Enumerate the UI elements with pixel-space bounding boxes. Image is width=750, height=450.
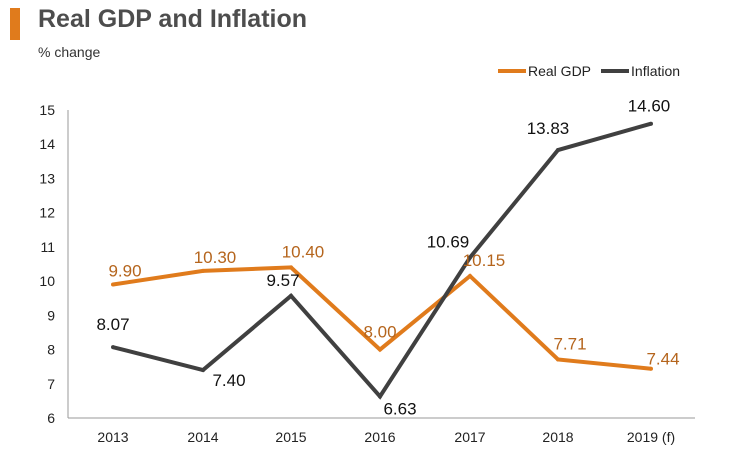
y-tick-label: 6 [47, 410, 55, 426]
y-tick-label: 9 [47, 307, 55, 323]
legend-swatch-real-gdp [498, 69, 526, 73]
data-label-inflation: 6.63 [383, 399, 416, 418]
x-tick-label: 2019 (f) [627, 429, 675, 445]
data-label-inflation: 10.69 [427, 232, 470, 251]
x-tick-label: 2017 [454, 429, 485, 445]
y-tick-label: 7 [47, 376, 55, 392]
data-point-real-gdp [201, 268, 205, 273]
data-point-inflation [378, 394, 382, 399]
y-tick-label: 14 [39, 136, 55, 152]
data-point-inflation [111, 345, 115, 350]
data-point-real-gdp [468, 273, 472, 278]
data-point-real-gdp [649, 366, 653, 371]
series-line-real-gdp [112, 265, 652, 371]
data-label-real-gdp: 8.00 [363, 323, 396, 342]
data-point-real-gdp [378, 347, 382, 352]
legend-swatch-inflation [601, 69, 630, 73]
data-point-real-gdp [111, 282, 115, 287]
legend-label-inflation: Inflation [631, 63, 681, 79]
y-tick-label: 15 [39, 102, 55, 118]
data-label-real-gdp: 7.71 [553, 334, 586, 353]
data-label-real-gdp: 10.15 [463, 251, 506, 270]
data-point-real-gdp [289, 265, 293, 270]
x-tick-label: 2013 [97, 429, 128, 445]
data-label-inflation: 14.60 [628, 97, 671, 116]
x-tick-label: 2015 [275, 429, 306, 445]
y-tick-label: 8 [47, 342, 55, 358]
x-tick-label: 2018 [542, 429, 573, 445]
y-tick-label: 12 [39, 205, 55, 221]
data-label-real-gdp: 10.30 [194, 248, 237, 267]
chart-title: Real GDP and Inflation [38, 5, 308, 33]
data-point-inflation [201, 368, 205, 373]
data-label-inflation: 9.57 [266, 271, 299, 290]
x-tick-label: 2016 [364, 429, 395, 445]
data-label-inflation: 7.40 [212, 371, 245, 390]
data-point-inflation [289, 293, 293, 298]
x-tick-label: 2014 [187, 429, 218, 445]
title-accent-bar [10, 8, 20, 40]
data-label-inflation: 13.83 [527, 119, 570, 138]
y-tick-label: 13 [39, 170, 55, 186]
legend-item-real-gdp[interactable]: Real GDP [498, 63, 591, 79]
y-tick-label: 11 [40, 239, 55, 255]
data-label-inflation: 8.07 [96, 315, 129, 334]
legend: Real GDP Inflation [498, 62, 680, 80]
data-point-inflation [649, 121, 653, 126]
data-point-inflation [468, 255, 472, 260]
y-tick-label: 10 [39, 273, 55, 289]
data-point-real-gdp [556, 357, 560, 362]
data-label-real-gdp: 9.90 [108, 262, 141, 281]
data-label-real-gdp: 7.44 [646, 350, 679, 369]
legend-item-inflation[interactable]: Inflation [601, 63, 680, 79]
data-label-real-gdp: 10.40 [282, 242, 325, 261]
y-axis-unit-label: % change [38, 44, 101, 60]
data-point-inflation [556, 148, 560, 153]
legend-label-real-gdp: Real GDP [528, 63, 592, 79]
